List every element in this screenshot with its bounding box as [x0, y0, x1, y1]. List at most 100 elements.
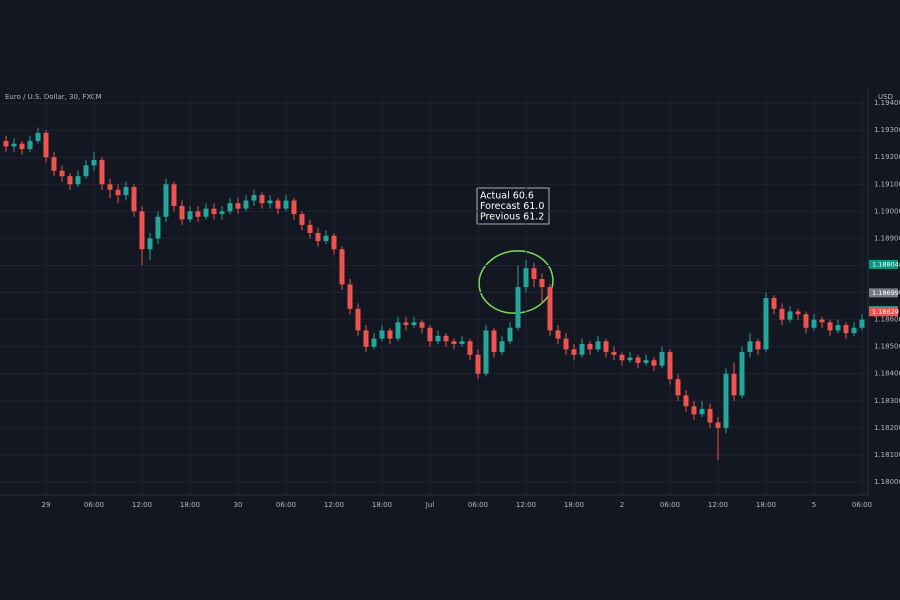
candle-body: [267, 200, 273, 204]
candle-body: [731, 373, 737, 396]
candle-body: [3, 140, 9, 147]
candle-body: [627, 357, 633, 361]
candle-body: [843, 325, 849, 334]
candle-body: [739, 352, 745, 396]
y-tick-label: 1.18500: [874, 343, 900, 351]
candle-body: [19, 143, 25, 150]
candle-body: [163, 184, 169, 217]
candle-body: [771, 297, 777, 309]
candle-body: [323, 235, 329, 242]
y-tick-label: 1.18100: [874, 451, 900, 459]
candle-body: [355, 308, 361, 331]
candle-body: [547, 287, 553, 331]
candle-body: [99, 159, 105, 185]
candle-body: [723, 373, 729, 428]
candle-body: [299, 214, 305, 225]
price-label-box: [869, 259, 898, 269]
y-tick-label: 1.18000: [874, 478, 900, 486]
candle-body: [171, 184, 177, 206]
candle-body: [539, 279, 545, 288]
candle-body: [707, 408, 713, 423]
y-tick-label: 1.19000: [874, 207, 900, 215]
candle-body: [387, 330, 393, 339]
candle-body: [411, 322, 417, 326]
x-tick-label: 18:00: [180, 501, 200, 509]
candle-body: [339, 249, 345, 285]
candle-body: [187, 211, 193, 220]
x-tick-label: 29: [42, 501, 51, 509]
candle-body: [523, 268, 529, 288]
candle-body: [131, 186, 137, 212]
y-tick-label: 1.19100: [874, 180, 900, 188]
candle-body: [587, 343, 593, 350]
x-tick-label: 18:00: [564, 501, 584, 509]
candle-body: [51, 157, 57, 171]
candle-body: [715, 422, 721, 428]
annotation-box: [476, 187, 550, 225]
candle-body: [139, 211, 145, 250]
candle-body: [859, 319, 865, 328]
candle-body: [643, 360, 649, 363]
candle-body: [107, 184, 113, 190]
x-tick-label: 2: [620, 501, 624, 509]
candle-body: [499, 341, 505, 353]
x-tick-label: 06:00: [468, 501, 488, 509]
candle-body: [259, 195, 265, 204]
price-label: 1.18699: [872, 289, 899, 297]
candle-body: [291, 200, 297, 215]
candle-body: [307, 224, 313, 234]
candle-body: [747, 341, 753, 353]
candle-body: [83, 165, 89, 177]
candle-body: [483, 330, 489, 374]
annotation-text: Previous 61.2: [480, 212, 544, 223]
candle-body: [571, 349, 577, 355]
candle-body: [787, 311, 793, 320]
candle-body: [43, 132, 49, 158]
candle-body: [403, 322, 409, 326]
price-label: 1.18804: [872, 260, 899, 268]
candle-body: [531, 268, 537, 280]
candle-body: [595, 341, 601, 350]
candle-body: [251, 195, 257, 201]
y-tick-label: 1.19400: [874, 99, 900, 107]
candle-body: [419, 322, 425, 328]
candle-body: [491, 330, 497, 353]
candle-body: [851, 327, 857, 334]
candle-body: [203, 208, 209, 217]
candle-body: [27, 140, 33, 150]
candle-body: [835, 325, 841, 331]
candle-body: [179, 205, 185, 220]
currency-label: USD: [878, 93, 893, 101]
candle-body: [619, 354, 625, 361]
x-tick-label: 12:00: [516, 501, 536, 509]
candle-body: [691, 406, 697, 415]
candle-body: [675, 379, 681, 396]
annotation-text: Forecast 61.0: [480, 201, 544, 212]
candle-body: [275, 200, 281, 209]
candle-body: [211, 208, 217, 215]
y-tick-label: 1.18900: [874, 234, 900, 242]
candle-body: [331, 235, 337, 250]
price-label-box: [869, 307, 898, 317]
candle-body: [227, 203, 233, 212]
x-tick-label: 12:00: [324, 501, 344, 509]
x-tick-label: 18:00: [372, 501, 392, 509]
x-tick-label: 5: [812, 501, 816, 509]
candle-body: [683, 395, 689, 407]
candle-body: [803, 314, 809, 328]
y-tick-label: 1.19300: [874, 126, 900, 134]
candle-body: [243, 200, 249, 209]
y-tick-label: 1.18300: [874, 397, 900, 405]
candle-body: [427, 327, 433, 342]
candle-body: [115, 189, 121, 196]
candle-body: [75, 176, 81, 185]
candle-body: [91, 159, 97, 166]
candle-body: [651, 360, 657, 366]
price-label-box: [869, 288, 898, 298]
candle-body: [443, 335, 449, 342]
candle-body: [555, 330, 561, 339]
candle-body: [379, 330, 385, 339]
candle-body: [507, 327, 513, 342]
candle-body: [563, 338, 569, 350]
